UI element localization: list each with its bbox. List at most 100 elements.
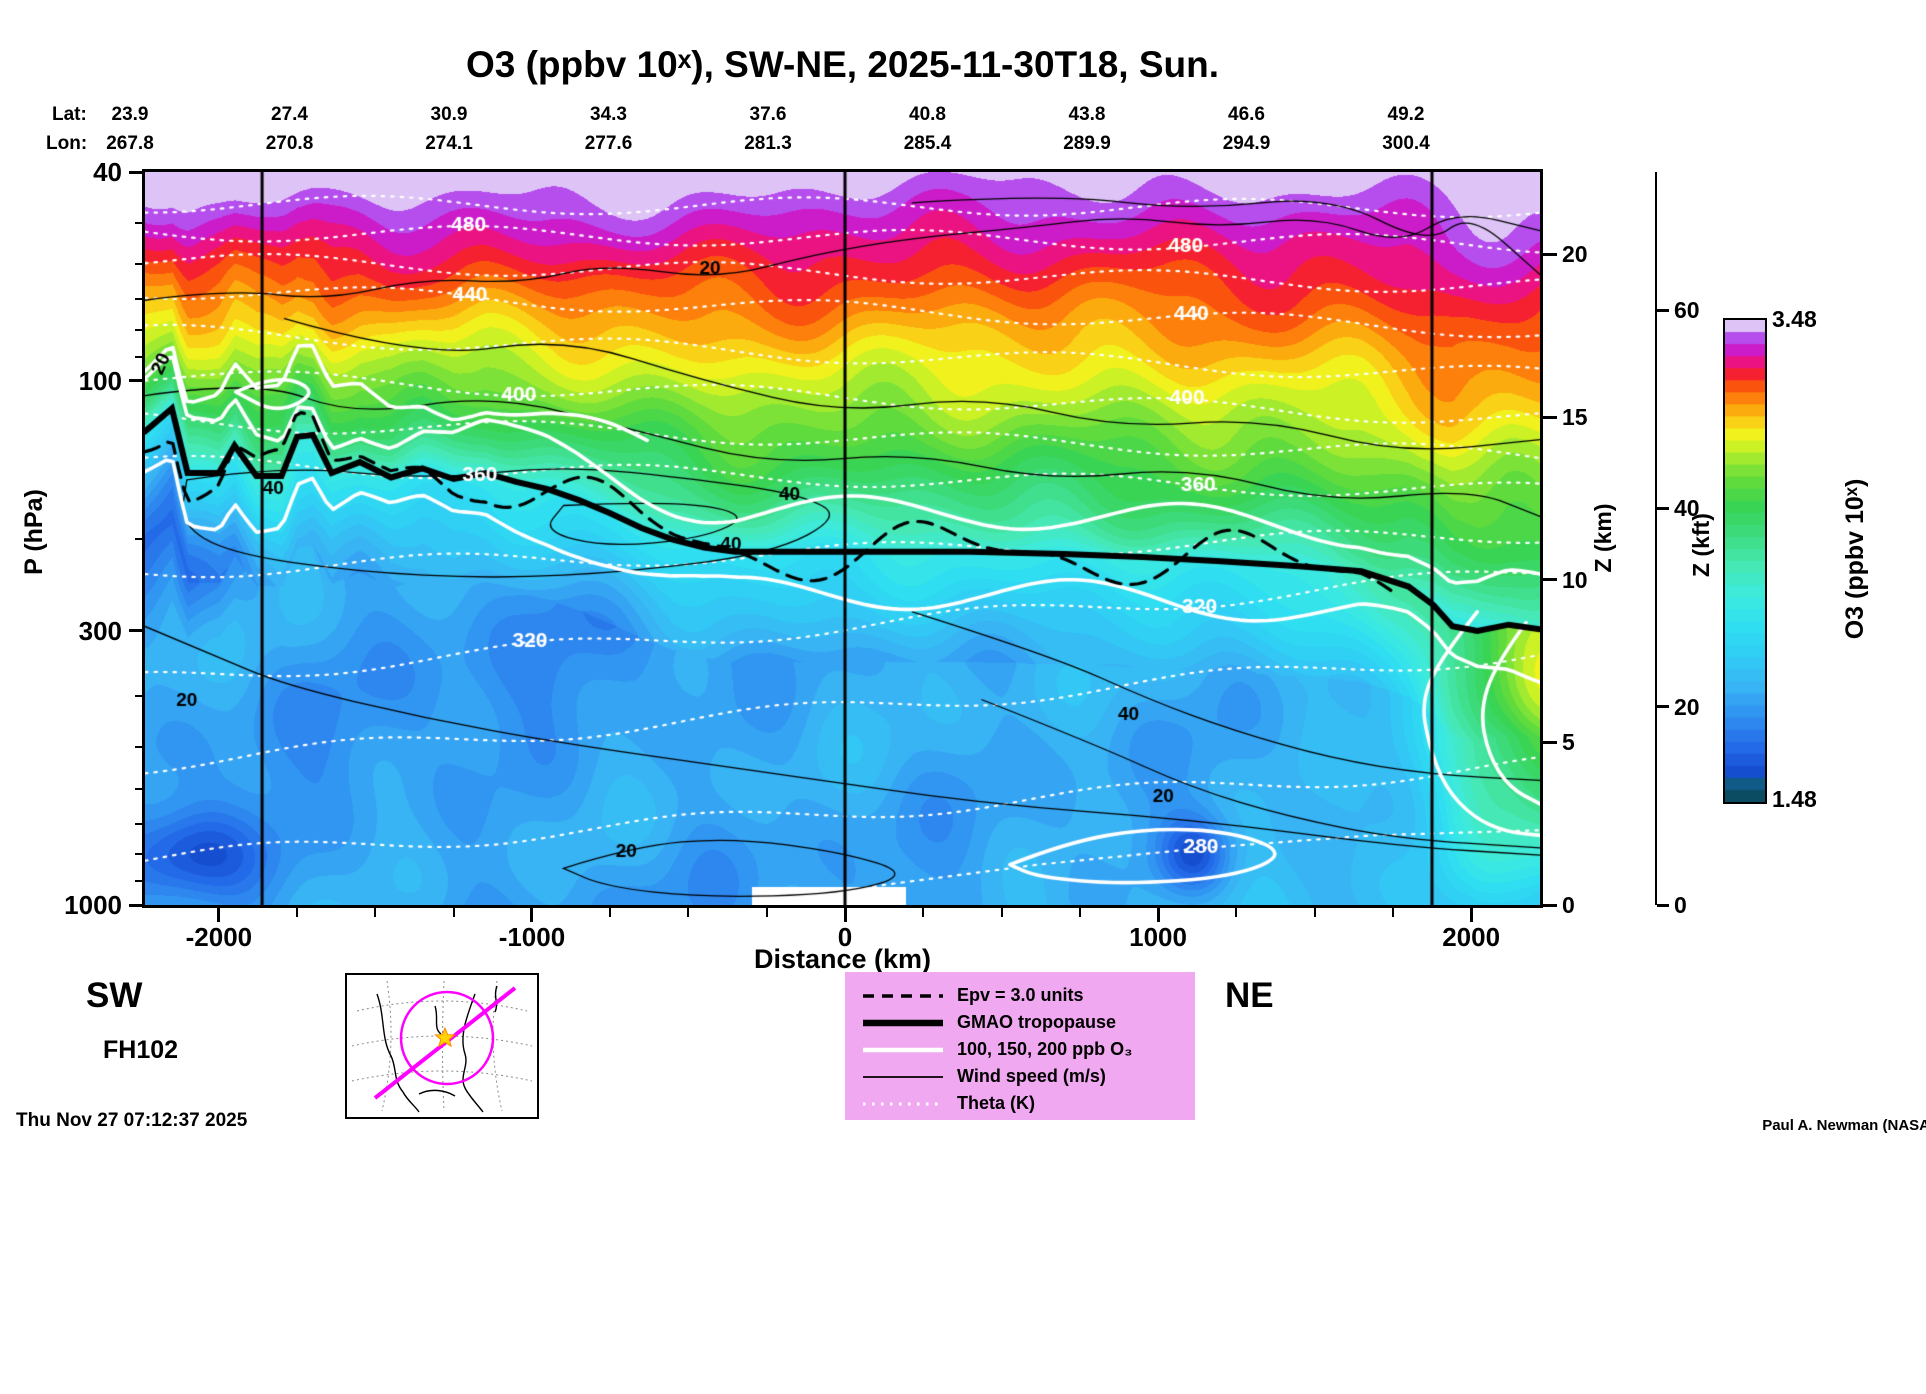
z-km-axis-tick-label: 5 xyxy=(1562,729,1575,756)
lat-value: 37.6 xyxy=(749,104,787,125)
run-id-label: FH102 xyxy=(103,1036,179,1064)
distance-axis-minor-tick xyxy=(609,908,612,917)
page-title: O3 (ppbv 10ˣ), SW-NE, 2025-11-30T18, Sun… xyxy=(465,44,1220,85)
legend-entry: 100, 150, 200 ppb O₃ xyxy=(859,1036,1195,1063)
pressure-axis-minor-tick xyxy=(135,787,143,790)
distance-axis-tick xyxy=(843,908,847,922)
o3-cross-section-canvas xyxy=(145,172,1540,905)
pressure-axis-tick xyxy=(129,379,143,383)
z-kft-axis-tick-label: 0 xyxy=(1674,892,1687,918)
pressure-axis-tick-label: 100 xyxy=(78,365,122,396)
pressure-axis-minor-tick xyxy=(135,822,143,825)
z-km-axis-label: Z (km) xyxy=(1590,503,1616,573)
legend-thick-black-line xyxy=(863,1019,943,1026)
colorbar-axis-label: O3 (ppbv 10ˣ) xyxy=(1841,478,1869,640)
z-kft-axis-tick xyxy=(1657,506,1669,510)
distance-axis-minor-tick xyxy=(1313,908,1316,917)
legend-entry: Epv = 3.0 units xyxy=(859,982,1195,1009)
z-km-axis-tick xyxy=(1543,578,1557,582)
lon-value: 281.3 xyxy=(744,133,792,154)
legend-thin-black-line xyxy=(863,1075,943,1078)
z-km-axis-tick-label: 0 xyxy=(1562,892,1575,918)
distance-axis-tick xyxy=(530,908,534,922)
lat-axis-row: 23.9 27.4 30.9 34.3 37.6 40.8 43.8 46.6 49.2 xyxy=(90,104,1446,126)
legend-entry-label: 100, 150, 200 ppb O₃ xyxy=(957,1039,1133,1059)
inset-map xyxy=(345,973,539,1119)
distance-axis-minor-tick xyxy=(452,908,455,917)
lat-axis-label: Lat: xyxy=(52,104,87,125)
lat-value: 40.8 xyxy=(909,104,946,125)
map-cross-section-path xyxy=(373,986,517,1100)
pressure-axis-label: P (hPa) xyxy=(20,489,48,575)
corner-label-ne: NE xyxy=(1225,976,1274,1015)
z-kft-axis-tick xyxy=(1657,903,1669,907)
distance-axis-minor-tick xyxy=(922,908,925,917)
legend-white-solid-line xyxy=(863,1047,943,1052)
distance-axis-tick xyxy=(1156,908,1160,922)
distance-axis-tick xyxy=(1469,908,1473,922)
lon-value: 294.9 xyxy=(1222,133,1271,154)
corner-label-sw: SW xyxy=(86,976,143,1015)
lon-axis-label: Lon: xyxy=(46,133,88,154)
distance-axis-minor-tick xyxy=(1235,908,1238,917)
map-center-star-icon xyxy=(434,1026,456,1048)
distance-axis-minor-tick xyxy=(1000,908,1003,917)
pressure-axis-minor-tick xyxy=(135,537,143,540)
lon-value: 300.4 xyxy=(1382,133,1430,154)
pressure-axis-tick-label: 1000 xyxy=(64,890,122,920)
z-km-axis-tick xyxy=(1543,740,1557,744)
pressure-axis-minor-tick xyxy=(135,355,143,358)
z-km-axis-tick-label: 20 xyxy=(1562,241,1588,268)
z-kft-axis-line xyxy=(1655,172,1657,905)
z-kft-axis-tick xyxy=(1657,705,1669,709)
lon-value: 270.8 xyxy=(265,133,314,154)
lon-value: 285.4 xyxy=(903,133,952,154)
lat-value: 23.9 xyxy=(111,104,149,125)
legend-entry: GMAO tropopause xyxy=(859,1009,1195,1036)
distance-axis-tick-label: -1000 xyxy=(498,922,566,952)
distance-axis-minor-tick xyxy=(374,908,377,917)
pressure-axis-tick xyxy=(129,903,143,907)
colorbar-max-label: 3.48 xyxy=(1772,306,1817,332)
timestamp-label: Thu Nov 27 07:12:37 2025 xyxy=(16,1110,248,1131)
map-cross-section-circle xyxy=(399,990,495,1086)
distance-axis-tick-label: -2000 xyxy=(185,922,253,952)
lat-value: 46.6 xyxy=(1228,104,1265,125)
distance-axis-minor-tick xyxy=(765,908,768,917)
distance-axis-minor-tick xyxy=(687,908,690,917)
distance-axis-minor-tick xyxy=(1078,908,1081,917)
legend-entry: Theta (K) xyxy=(859,1090,1195,1117)
legend-entry-label: Epv = 3.0 units xyxy=(957,985,1084,1005)
legend-entry-label: Theta (K) xyxy=(957,1093,1035,1113)
z-km-axis-tick-label: 15 xyxy=(1562,404,1588,431)
plot-area xyxy=(145,172,1540,905)
pressure-axis-tick-label: 300 xyxy=(78,615,122,646)
distance-axis-minor-tick xyxy=(1391,908,1394,917)
distance-axis-tick-label: 2000 xyxy=(1442,922,1501,952)
legend-white-dotted-line xyxy=(863,1102,943,1105)
colorbar-canvas xyxy=(1725,320,1765,802)
distance-axis-label: Distance (km) xyxy=(753,944,932,974)
lon-value: 289.9 xyxy=(1063,133,1111,154)
lon-value: 274.1 xyxy=(425,133,473,154)
pressure-axis-minor-tick xyxy=(135,298,143,301)
legend-entry-label: GMAO tropopause xyxy=(957,1012,1117,1032)
distance-axis-tick-label: 1000 xyxy=(1129,922,1187,952)
legend-entry: Wind speed (m/s) xyxy=(859,1063,1195,1090)
z-km-axis-tick xyxy=(1543,903,1557,907)
lat-value: 43.8 xyxy=(1068,104,1106,125)
z-kft-axis-tick xyxy=(1657,308,1669,312)
colorbar-min-label: 1.48 xyxy=(1772,786,1817,812)
z-kft-axis-tick-label: 40 xyxy=(1674,495,1700,522)
pressure-axis-minor-tick xyxy=(135,221,143,224)
z-km-axis-tick xyxy=(1543,415,1557,419)
lon-value: 277.6 xyxy=(584,133,633,154)
z-kft-axis-tick-label: 20 xyxy=(1674,693,1700,720)
pressure-axis-minor-tick xyxy=(135,880,143,882)
pressure-axis-minor-tick xyxy=(135,746,143,749)
pressure-axis-tick-label: 40 xyxy=(93,157,122,187)
distance-axis-minor-tick xyxy=(296,908,299,917)
lat-value: 49.2 xyxy=(1387,104,1425,125)
lat-value: 27.4 xyxy=(271,104,308,125)
